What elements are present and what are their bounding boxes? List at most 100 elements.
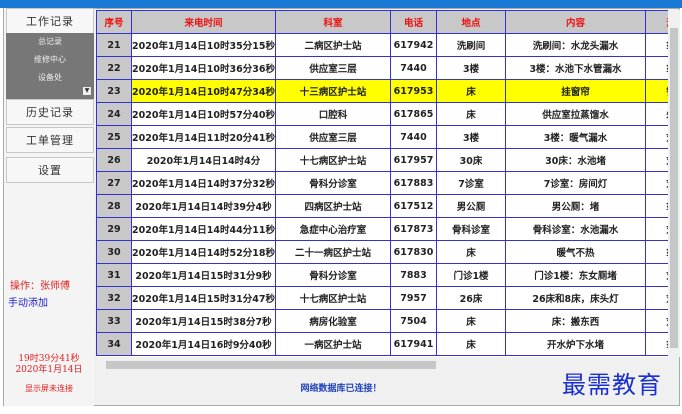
col-location-cell[interactable]: 3楼 bbox=[436, 56, 506, 80]
col-department-cell[interactable]: 十七病区护士站 bbox=[275, 148, 391, 172]
col-content-cell[interactable]: 开水炉下水堵 bbox=[505, 332, 646, 356]
col-assignee-cell[interactable]: 翁 bbox=[645, 332, 668, 356]
submenu-item-repair-center[interactable]: 维修中心 bbox=[34, 55, 66, 64]
col-department-cell[interactable]: 骨科分诊室 bbox=[275, 263, 391, 287]
manual-add-link[interactable]: 手动添加 bbox=[8, 298, 48, 309]
col-assignee-cell[interactable]: 刘 bbox=[645, 125, 668, 149]
col-department-cell[interactable]: 一病区护士站 bbox=[275, 332, 391, 356]
col-content-cell[interactable]: 挂窗帘 bbox=[505, 79, 646, 103]
history-button[interactable]: 历史记录 bbox=[6, 99, 94, 125]
col-location-cell[interactable]: 7诊室 bbox=[436, 171, 506, 195]
col-call-time-cell[interactable]: 2020年1月14日15时31分9秒 bbox=[131, 263, 276, 287]
table-row[interactable]: 29 2020年1月14日14时44分11秒 急症中心治疗室 617873 骨科诊室 骨科… bbox=[96, 217, 668, 241]
col-assignee-cell[interactable]: 翁 bbox=[645, 33, 668, 57]
col-assignee-cell[interactable]: 刘 bbox=[645, 286, 668, 310]
col-location-cell[interactable]: 骨科诊室 bbox=[436, 217, 506, 241]
table-row[interactable]: 27 2020年1月14日14时37分32秒 骨科分诊室 617883 7诊室 7诊室：房… bbox=[96, 171, 668, 195]
col-call-time-cell[interactable]: 2020年1月14日14时39分4秒 bbox=[131, 194, 276, 218]
col-department-cell[interactable]: 二病区护士站 bbox=[275, 33, 391, 57]
col-content-cell[interactable]: 骨科诊室：水池漏水 bbox=[505, 217, 646, 241]
table-row[interactable]: 32 2020年1月14日15时31分47秒 十七病区护士站 7957 26床 26床和8… bbox=[96, 286, 668, 310]
col-location-cell[interactable]: 男公厕 bbox=[436, 194, 506, 218]
header-col-assignee[interactable]: 派 bbox=[645, 10, 668, 34]
col-location-cell[interactable]: 床 bbox=[436, 332, 506, 356]
col-assignee-cell[interactable]: 翁 bbox=[645, 194, 668, 218]
col-index-cell[interactable]: 27 bbox=[96, 171, 132, 195]
col-assignee-cell[interactable]: 朱 bbox=[645, 102, 668, 126]
col-index-cell[interactable]: 34 bbox=[96, 332, 132, 356]
col-phone-cell[interactable]: 7440 bbox=[390, 56, 437, 80]
col-assignee-cell[interactable]: 铉 bbox=[645, 79, 668, 103]
col-location-cell[interactable]: 床 bbox=[436, 79, 506, 103]
table-row[interactable]: 30 2020年1月14日14时52分18秒 二十一病区护士站 617830 床暖气不热… bbox=[96, 240, 668, 264]
col-department-cell[interactable]: 急症中心治疗室 bbox=[275, 217, 391, 241]
col-phone-cell[interactable]: 617865 bbox=[390, 102, 437, 126]
col-call-time-cell[interactable]: 2020年1月14日15时38分7秒 bbox=[131, 309, 276, 333]
col-index-cell[interactable]: 24 bbox=[96, 102, 132, 126]
col-location-cell[interactable]: 床 bbox=[436, 240, 506, 264]
vertical-scroll-thumb[interactable] bbox=[670, 28, 678, 348]
table-row[interactable]: 28 2020年1月14日14时39分4秒 四病区护士站 617512 男公厕 男公厕：堵… bbox=[96, 194, 668, 218]
col-assignee-cell[interactable]: 刘 bbox=[645, 148, 668, 172]
col-content-cell[interactable]: 洗刷间：水龙头漏水 bbox=[505, 33, 646, 57]
col-assignee-cell[interactable]: 刘 bbox=[645, 217, 668, 241]
col-call-time-cell[interactable]: 2020年1月14日10时47分34秒 bbox=[131, 79, 276, 103]
col-department-cell[interactable]: 骨科分诊室 bbox=[275, 171, 391, 195]
table-row[interactable]: 31 2020年1月14日15时31分9秒 骨科分诊室 7883 门诊1楼 门诊1楼：东女… bbox=[96, 263, 668, 287]
col-phone-cell[interactable]: 7440 bbox=[390, 125, 437, 149]
col-assignee-cell[interactable]: 刘 bbox=[645, 171, 668, 195]
col-phone-cell[interactable]: 617830 bbox=[390, 240, 437, 264]
col-content-cell[interactable]: 床：搬东西 bbox=[505, 309, 646, 333]
col-call-time-cell[interactable]: 2020年1月14日15时31分47秒 bbox=[131, 286, 276, 310]
col-phone-cell[interactable]: 7883 bbox=[390, 263, 437, 287]
col-content-cell[interactable]: 3楼：水池下水管漏水 bbox=[505, 56, 646, 80]
col-phone-cell[interactable]: 617957 bbox=[390, 148, 437, 172]
col-location-cell[interactable]: 床 bbox=[436, 309, 506, 333]
header-col-department[interactable]: 科室 bbox=[275, 10, 391, 34]
col-index-cell[interactable]: 28 bbox=[96, 194, 132, 218]
col-assignee-cell[interactable]: 翁 bbox=[645, 240, 668, 264]
col-call-time-cell[interactable]: 2020年1月14日10时35分15秒 bbox=[131, 33, 276, 57]
col-phone-cell[interactable]: 617953 bbox=[390, 79, 437, 103]
col-location-cell[interactable]: 门诊1楼 bbox=[436, 263, 506, 287]
col-location-cell[interactable]: 3楼 bbox=[436, 125, 506, 149]
col-index-cell[interactable]: 32 bbox=[96, 286, 132, 310]
col-assignee-cell[interactable]: 刘 bbox=[645, 263, 668, 287]
col-department-cell[interactable]: 口腔科 bbox=[275, 102, 391, 126]
col-department-cell[interactable]: 十三病区护士站 bbox=[275, 79, 391, 103]
col-phone-cell[interactable]: 7957 bbox=[390, 286, 437, 310]
col-department-cell[interactable]: 病房化验室 bbox=[275, 309, 391, 333]
col-index-cell[interactable]: 30 bbox=[96, 240, 132, 264]
table-row[interactable]: 26 2020年1月14日14时4分 十七病区护士站 617957 30床 30床：水池堵… bbox=[96, 148, 668, 172]
col-index-cell[interactable]: 25 bbox=[96, 125, 132, 149]
col-content-cell[interactable]: 7诊室：房间灯 bbox=[505, 171, 646, 195]
submenu-item-equipment[interactable]: 设备处 bbox=[38, 73, 62, 82]
table-row[interactable]: 342020年1月14日16时9分40秒一病区护士站617941床开水炉下水堵翁 bbox=[96, 332, 668, 356]
horizontal-scroll-thumb[interactable] bbox=[106, 361, 436, 369]
col-location-cell[interactable]: 30床 bbox=[436, 148, 506, 172]
header-col-phone[interactable]: 电话 bbox=[390, 10, 437, 34]
col-department-cell[interactable]: 十七病区护士站 bbox=[275, 286, 391, 310]
work-orders-button[interactable]: 工单管理 bbox=[6, 127, 94, 153]
col-index-cell[interactable]: 26 bbox=[96, 148, 132, 172]
col-call-time-cell[interactable]: 2020年1月14日11时20分41秒 bbox=[131, 125, 276, 149]
col-call-time-cell[interactable]: 2020年1月14日10时36分36秒 bbox=[131, 56, 276, 80]
dropdown-arrow-icon[interactable]: ▼ bbox=[83, 87, 91, 95]
col-phone-cell[interactable]: 617883 bbox=[390, 171, 437, 195]
col-index-cell[interactable]: 29 bbox=[96, 217, 132, 241]
horizontal-scrollbar[interactable] bbox=[96, 359, 668, 371]
col-department-cell[interactable]: 四病区护士站 bbox=[275, 194, 391, 218]
col-phone-cell[interactable]: 617941 bbox=[390, 332, 437, 356]
table-row[interactable]: 21 2020年1月14日10时35分15秒 二病区护士站 617942 洗刷间 洗刷间：… bbox=[96, 33, 668, 57]
col-content-cell[interactable]: 暖气不热 bbox=[505, 240, 646, 264]
col-content-cell[interactable]: 26床和8床，床头灯 bbox=[505, 286, 646, 310]
header-col-index[interactable]: 序号 bbox=[96, 10, 132, 34]
settings-button[interactable]: 设置 bbox=[6, 157, 94, 183]
vertical-scrollbar[interactable] bbox=[668, 10, 680, 357]
col-call-time-cell[interactable]: 2020年1月14日14时44分11秒 bbox=[131, 217, 276, 241]
col-location-cell[interactable]: 26床 bbox=[436, 286, 506, 310]
col-call-time-cell[interactable]: 2020年1月14日14时52分18秒 bbox=[131, 240, 276, 264]
col-department-cell[interactable]: 供应室三层 bbox=[275, 125, 391, 149]
col-index-cell[interactable]: 21 bbox=[96, 33, 132, 57]
work-records-button[interactable]: 工作记录 bbox=[6, 8, 94, 34]
